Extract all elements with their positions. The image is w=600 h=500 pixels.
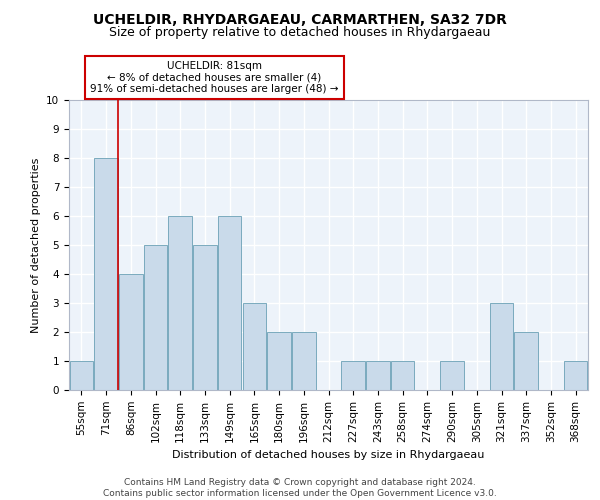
Bar bbox=[94, 158, 118, 390]
Bar bbox=[268, 332, 291, 390]
Bar bbox=[70, 361, 93, 390]
Text: Size of property relative to detached houses in Rhydargaeau: Size of property relative to detached ho… bbox=[109, 26, 491, 39]
Text: UCHELDIR: 81sqm
← 8% of detached houses are smaller (4)
91% of semi-detached hou: UCHELDIR: 81sqm ← 8% of detached houses … bbox=[90, 61, 338, 94]
X-axis label: Distribution of detached houses by size in Rhydargaeau: Distribution of detached houses by size … bbox=[172, 450, 485, 460]
Bar bbox=[341, 361, 365, 390]
Bar bbox=[440, 361, 464, 390]
Bar bbox=[169, 216, 192, 390]
Bar bbox=[144, 245, 167, 390]
Y-axis label: Number of detached properties: Number of detached properties bbox=[31, 158, 41, 332]
Bar bbox=[292, 332, 316, 390]
Bar bbox=[218, 216, 241, 390]
Bar bbox=[193, 245, 217, 390]
Bar bbox=[119, 274, 143, 390]
Bar bbox=[391, 361, 415, 390]
Bar bbox=[490, 303, 513, 390]
Text: Contains HM Land Registry data © Crown copyright and database right 2024.
Contai: Contains HM Land Registry data © Crown c… bbox=[103, 478, 497, 498]
Bar bbox=[366, 361, 389, 390]
Text: UCHELDIR, RHYDARGAEAU, CARMARTHEN, SA32 7DR: UCHELDIR, RHYDARGAEAU, CARMARTHEN, SA32 … bbox=[93, 12, 507, 26]
Bar bbox=[242, 303, 266, 390]
Bar bbox=[514, 332, 538, 390]
Bar bbox=[564, 361, 587, 390]
